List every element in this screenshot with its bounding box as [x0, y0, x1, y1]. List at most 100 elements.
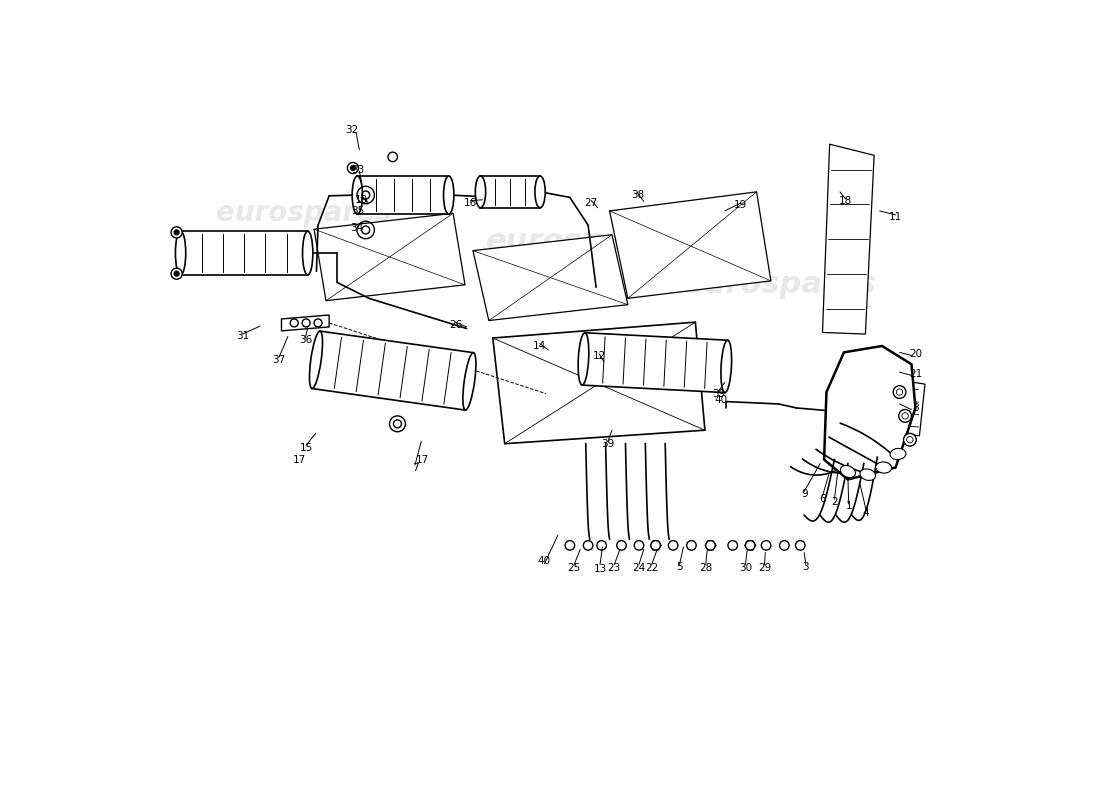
Text: 28: 28 [700, 563, 713, 574]
Text: 20: 20 [909, 349, 922, 359]
Ellipse shape [535, 176, 546, 208]
Circle shape [315, 319, 322, 327]
Polygon shape [180, 231, 308, 275]
Polygon shape [582, 333, 727, 393]
Text: 5: 5 [676, 562, 683, 572]
Text: 2: 2 [832, 497, 838, 506]
Circle shape [348, 162, 359, 174]
Text: eurospares: eurospares [216, 199, 392, 227]
Polygon shape [315, 214, 465, 301]
Text: 9: 9 [801, 489, 807, 498]
Ellipse shape [475, 176, 486, 208]
Circle shape [635, 541, 643, 550]
Text: 1: 1 [846, 502, 852, 511]
Circle shape [706, 541, 715, 550]
Ellipse shape [352, 176, 363, 214]
Circle shape [893, 386, 906, 398]
Text: 23: 23 [607, 563, 621, 574]
Text: 3: 3 [803, 562, 810, 572]
Ellipse shape [443, 176, 454, 214]
Text: 10: 10 [354, 194, 367, 205]
Text: 8: 8 [912, 403, 918, 413]
Text: 40: 40 [538, 556, 551, 566]
Circle shape [172, 268, 183, 279]
Text: 29: 29 [758, 563, 771, 574]
Polygon shape [473, 234, 628, 321]
Text: 17: 17 [416, 455, 429, 466]
Ellipse shape [579, 333, 588, 385]
Polygon shape [312, 331, 473, 410]
Text: 15: 15 [299, 442, 312, 453]
Circle shape [746, 541, 755, 550]
Text: 25: 25 [568, 563, 581, 574]
Ellipse shape [840, 466, 856, 478]
Circle shape [906, 437, 913, 443]
Text: 40: 40 [714, 395, 727, 405]
Circle shape [903, 434, 916, 446]
Circle shape [172, 227, 183, 238]
Polygon shape [481, 176, 540, 208]
Text: 36: 36 [299, 335, 312, 346]
Text: 22: 22 [645, 563, 658, 574]
Text: 7: 7 [411, 462, 418, 473]
Polygon shape [282, 315, 329, 331]
Ellipse shape [860, 469, 876, 481]
Text: 18: 18 [839, 196, 853, 206]
Circle shape [565, 541, 574, 550]
Text: 33: 33 [351, 165, 364, 174]
Text: 35: 35 [351, 206, 364, 216]
Text: 13: 13 [593, 564, 607, 574]
Circle shape [761, 541, 771, 550]
Text: 11: 11 [889, 212, 902, 222]
Ellipse shape [175, 231, 186, 275]
Text: 17: 17 [293, 455, 307, 466]
Text: 39: 39 [712, 389, 725, 398]
Text: 37: 37 [273, 355, 286, 366]
Text: 32: 32 [344, 125, 358, 135]
Circle shape [388, 152, 397, 162]
Text: 21: 21 [909, 369, 922, 378]
Polygon shape [358, 176, 449, 214]
Polygon shape [823, 144, 874, 334]
Text: 4: 4 [862, 508, 869, 518]
Circle shape [896, 389, 903, 395]
Text: eurospares: eurospares [485, 226, 679, 256]
Ellipse shape [876, 462, 892, 473]
Circle shape [686, 541, 696, 550]
Circle shape [302, 319, 310, 327]
Circle shape [651, 541, 660, 550]
Circle shape [351, 166, 355, 170]
Circle shape [669, 541, 678, 550]
Text: 16: 16 [464, 198, 477, 208]
Ellipse shape [463, 353, 476, 410]
Circle shape [583, 541, 593, 550]
Text: 31: 31 [235, 331, 250, 342]
Circle shape [728, 541, 737, 550]
Circle shape [290, 319, 298, 327]
Text: 34: 34 [350, 223, 364, 234]
Circle shape [899, 410, 912, 422]
Text: 26: 26 [449, 319, 462, 330]
Circle shape [174, 230, 179, 234]
Text: 38: 38 [630, 190, 644, 200]
Text: eurospares: eurospares [684, 270, 877, 299]
Polygon shape [493, 322, 705, 444]
Circle shape [597, 541, 606, 550]
Text: 14: 14 [534, 341, 547, 351]
Text: 27: 27 [585, 198, 598, 208]
Polygon shape [895, 380, 925, 436]
Ellipse shape [890, 449, 906, 460]
Text: 19: 19 [734, 200, 747, 210]
Polygon shape [824, 346, 915, 479]
Ellipse shape [720, 340, 732, 393]
Text: 12: 12 [593, 351, 606, 362]
Ellipse shape [309, 331, 322, 389]
Text: 6: 6 [820, 494, 826, 503]
Circle shape [617, 541, 626, 550]
Circle shape [795, 541, 805, 550]
Circle shape [174, 271, 179, 276]
Circle shape [780, 541, 789, 550]
Polygon shape [609, 192, 771, 298]
Circle shape [902, 413, 909, 419]
Text: 39: 39 [602, 438, 615, 449]
